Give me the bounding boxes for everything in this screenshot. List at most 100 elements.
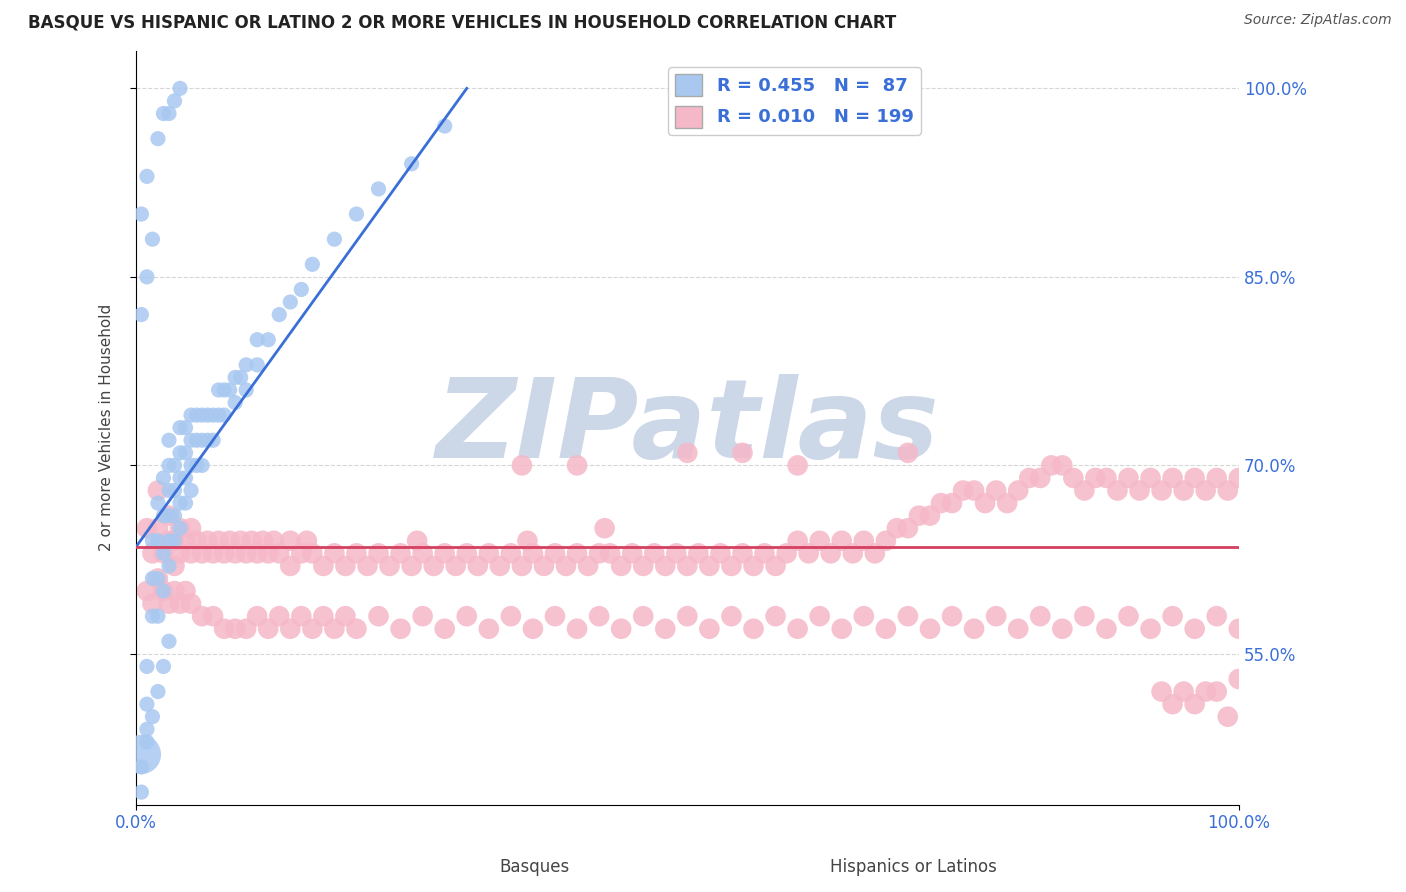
Point <box>929 496 952 510</box>
Point <box>1150 684 1173 698</box>
Point <box>984 609 1007 624</box>
Point <box>301 257 323 271</box>
Point <box>224 370 246 384</box>
Point <box>610 622 633 636</box>
Point <box>593 521 616 535</box>
Point <box>191 609 214 624</box>
Point <box>141 597 163 611</box>
Point <box>141 609 163 624</box>
Point <box>212 383 235 397</box>
Point <box>163 533 186 548</box>
Point <box>163 558 186 573</box>
Point <box>1029 471 1052 485</box>
Text: Hispanics or Latinos: Hispanics or Latinos <box>831 858 997 876</box>
Point <box>406 533 429 548</box>
Point <box>676 446 699 460</box>
Point <box>246 609 269 624</box>
Point <box>467 558 489 573</box>
Point <box>141 533 163 548</box>
Point <box>323 546 346 560</box>
Point <box>742 622 765 636</box>
Point <box>146 483 169 498</box>
Point <box>197 434 219 448</box>
Point <box>1073 483 1095 498</box>
Point <box>169 546 191 560</box>
Point <box>131 785 153 799</box>
Point <box>765 609 787 624</box>
Point <box>786 533 808 548</box>
Point <box>346 546 368 560</box>
Point <box>212 546 235 560</box>
Point <box>180 434 202 448</box>
Point <box>290 546 312 560</box>
Point <box>522 546 544 560</box>
Point <box>941 609 963 624</box>
Point <box>1161 471 1184 485</box>
Point <box>1184 697 1206 711</box>
Point <box>312 558 335 573</box>
Point <box>1118 471 1140 485</box>
Point <box>676 609 699 624</box>
Text: ZIPatlas: ZIPatlas <box>436 374 939 481</box>
Point <box>516 533 538 548</box>
Point <box>852 533 875 548</box>
Point <box>1029 609 1052 624</box>
Point <box>565 546 588 560</box>
Point <box>489 558 512 573</box>
Point <box>731 446 754 460</box>
Point <box>631 558 654 573</box>
Point <box>1139 471 1161 485</box>
Point <box>157 558 180 573</box>
Point <box>401 558 423 573</box>
Point <box>565 622 588 636</box>
Point <box>1095 622 1118 636</box>
Point <box>1150 483 1173 498</box>
Point <box>163 458 186 473</box>
Point <box>135 169 157 184</box>
Point <box>152 584 174 599</box>
Point <box>180 546 202 560</box>
Point <box>797 546 820 560</box>
Point <box>786 458 808 473</box>
Point <box>186 408 208 422</box>
Point <box>456 609 478 624</box>
Point <box>163 94 186 108</box>
Point <box>1216 483 1239 498</box>
Point <box>169 81 191 95</box>
Point <box>588 546 610 560</box>
Point <box>152 546 174 560</box>
Point <box>863 546 886 560</box>
Point <box>1195 483 1218 498</box>
Point <box>786 622 808 636</box>
Point <box>422 558 444 573</box>
Point <box>963 483 986 498</box>
Point <box>224 622 246 636</box>
Point <box>146 533 169 548</box>
Point <box>186 533 208 548</box>
Point <box>522 622 544 636</box>
Point <box>169 446 191 460</box>
Point <box>1216 709 1239 723</box>
Point <box>731 546 754 560</box>
Point <box>908 508 931 523</box>
Point <box>499 609 522 624</box>
Point <box>676 558 699 573</box>
Point <box>180 521 202 535</box>
Point <box>169 420 191 434</box>
Point <box>246 546 269 560</box>
Point <box>229 533 252 548</box>
Point <box>831 622 853 636</box>
Point <box>842 546 865 560</box>
Point <box>1227 471 1250 485</box>
Point <box>918 622 941 636</box>
Point <box>335 609 357 624</box>
Point <box>742 558 765 573</box>
Point <box>631 609 654 624</box>
Point <box>1173 684 1195 698</box>
Point <box>152 471 174 485</box>
Point <box>252 533 274 548</box>
Point <box>202 609 225 624</box>
Point <box>246 333 269 347</box>
Point <box>207 383 229 397</box>
Point <box>312 609 335 624</box>
